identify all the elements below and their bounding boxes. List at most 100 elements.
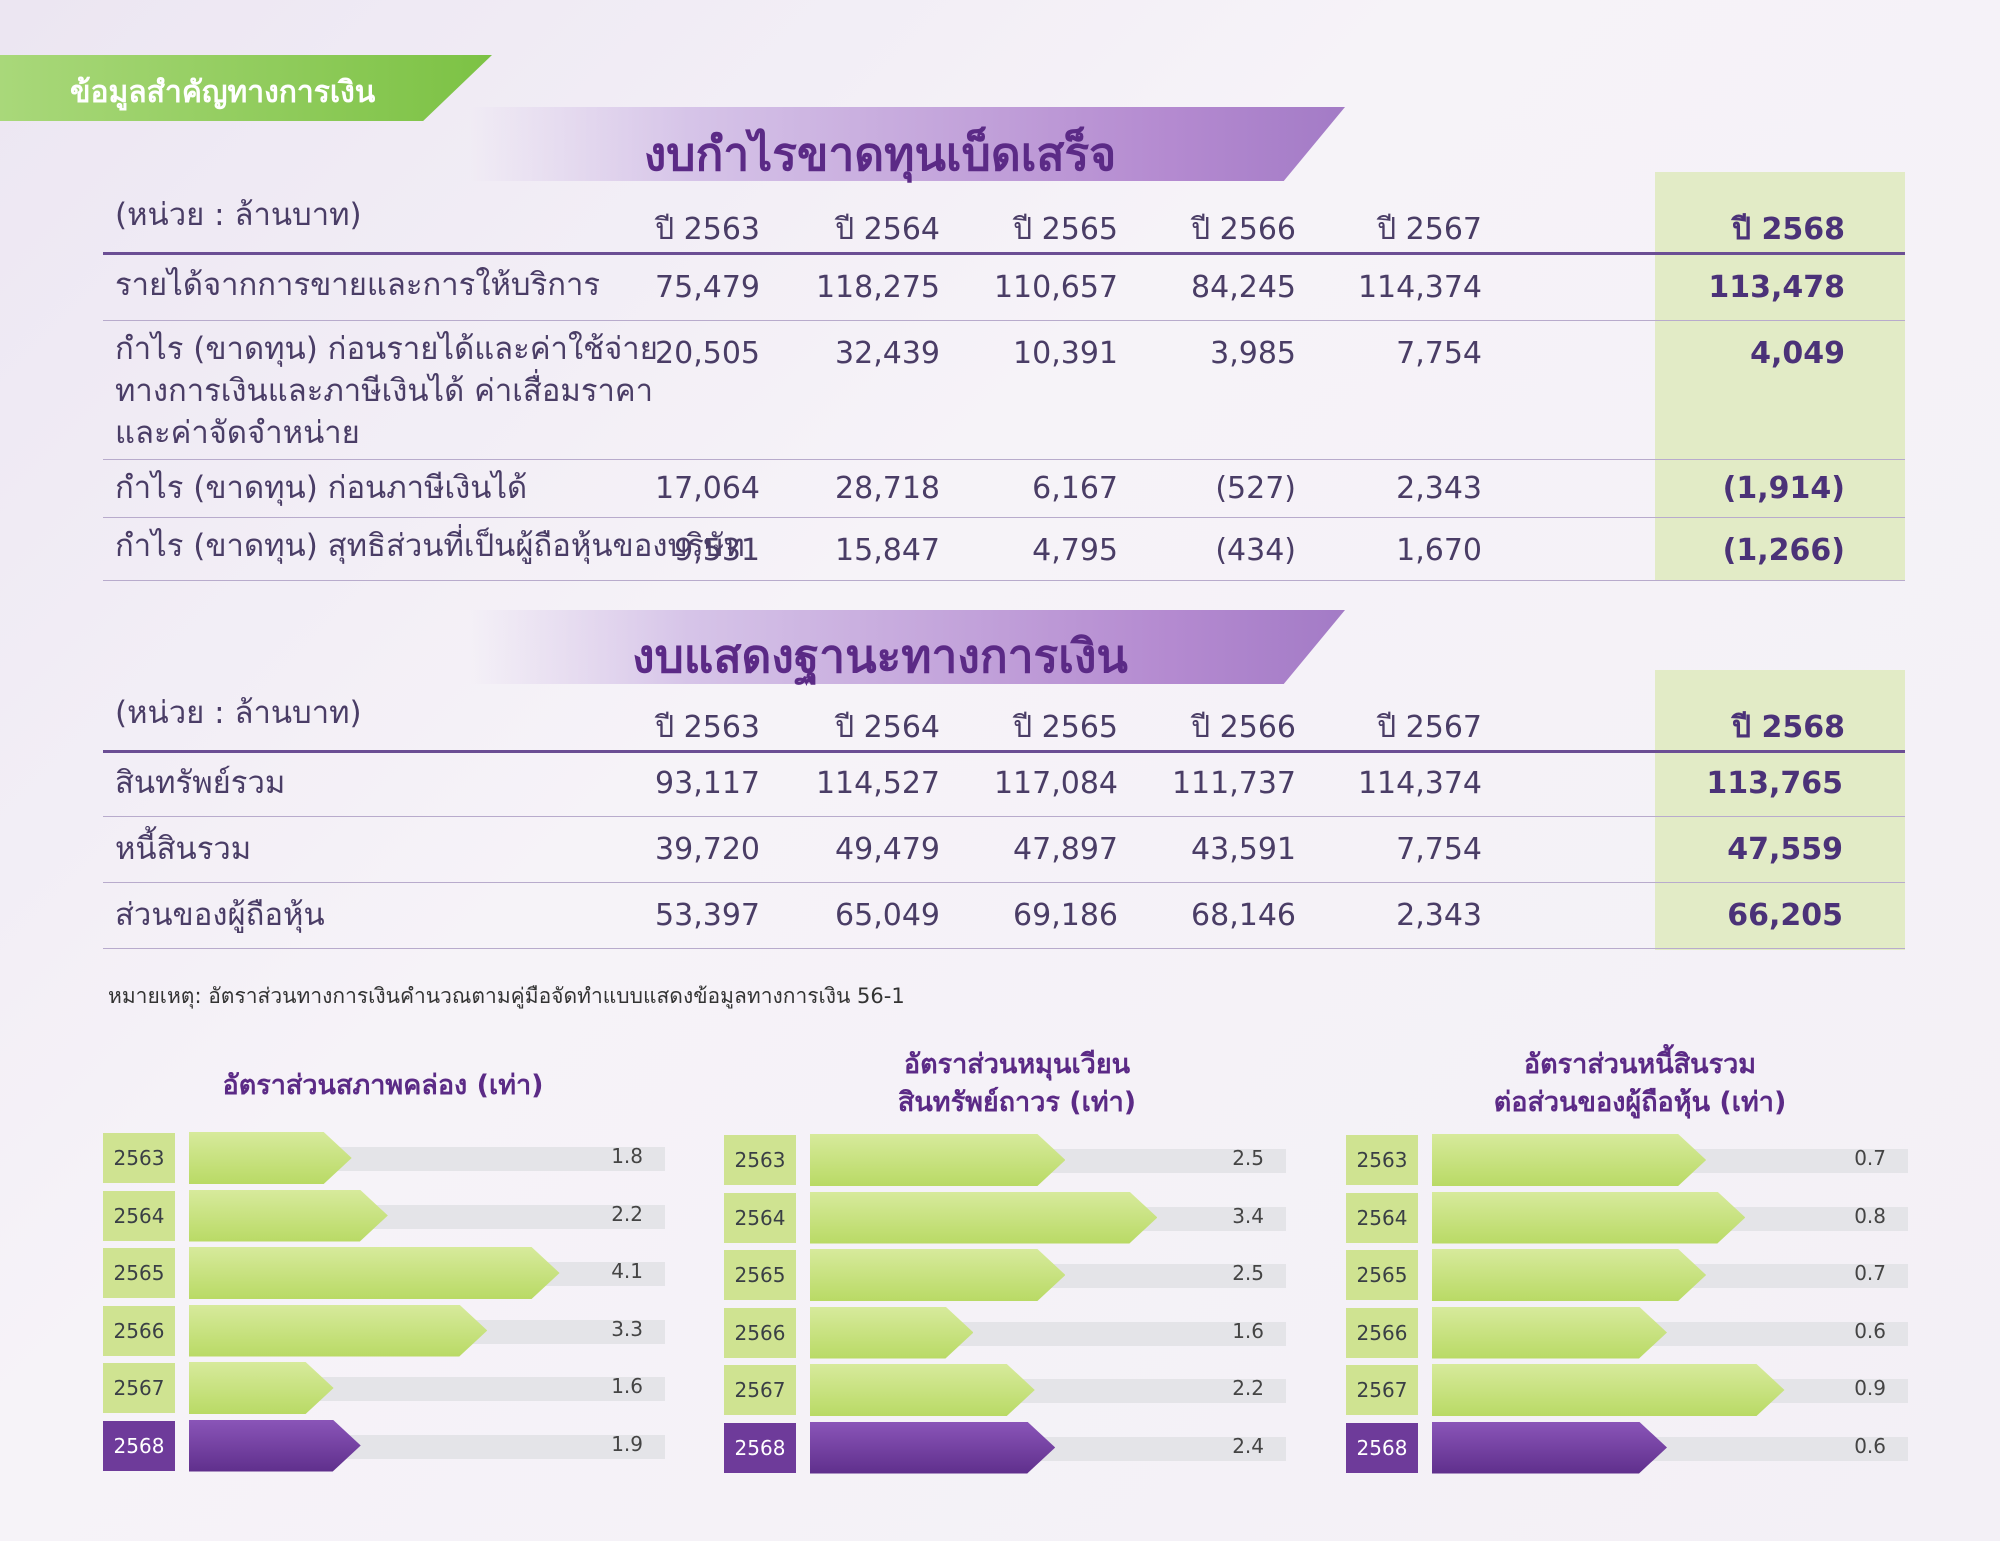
cell-value-current: 113,765 [1706, 766, 1843, 801]
chart-title-line: อัตราส่วนหมุนเวียน [903, 1049, 1131, 1080]
income-header-row: (หน่วย : ล้านบาท) ปี 2563 ปี 2564 ปี 256… [103, 172, 1905, 255]
bar [189, 1132, 352, 1184]
year-label: 2563 [103, 1133, 175, 1183]
cell-value: 1,670 [1396, 533, 1482, 568]
row-label: กำไร (ขาดทุน) ก่อนภาษีเงินได้ [115, 470, 528, 506]
cell-value: 32,439 [835, 336, 940, 371]
year-label: 2566 [724, 1307, 796, 1358]
cell-value: 3,985 [1210, 336, 1296, 371]
cell-value: 93,117 [655, 766, 760, 801]
year-label: 2567 [1346, 1365, 1418, 1415]
table-row: สินทรัพย์รวม 93,117 114,527 117,084 111,… [103, 752, 1905, 817]
year-header: ปี 2563 [655, 710, 760, 745]
bar [1432, 1307, 1667, 1359]
footnote: หมายเหตุ: อัตราส่วนทางการเงินคำนวณตามคู่… [108, 984, 905, 1008]
cell-value: 47,897 [1013, 832, 1118, 867]
highlight-column [1655, 172, 1905, 580]
row-label: รายได้จากการขายและการให้บริการ [115, 267, 601, 303]
data-label: 2.2 [611, 1201, 643, 1226]
balance-header-row: (หน่วย : ล้านบาท) ปี 2563 ปี 2564 ปี 256… [103, 670, 1905, 753]
year-label: 2568 [724, 1422, 796, 1473]
cell-value: 49,479 [835, 832, 940, 867]
cell-value-current: 47,559 [1727, 832, 1843, 867]
data-label: 1.6 [611, 1374, 643, 1398]
row-label-line3: และค่าจัดจำหน่าย [115, 415, 360, 451]
year-label: 2566 [103, 1305, 175, 1356]
year-label: 2567 [724, 1365, 796, 1415]
year-label: 2564 [103, 1190, 175, 1241]
cell-value: 75,479 [655, 270, 760, 305]
table-row: กำไร (ขาดทุน) สุทธิส่วนที่เป็นผู้ถือหุ้น… [103, 519, 1905, 581]
cell-value: 114,374 [1357, 766, 1482, 801]
highlight-column [1655, 670, 1905, 950]
unit-label: (หน่วย : ล้านบาท) [115, 197, 362, 233]
bar [1432, 1249, 1706, 1301]
year-header: ปี 2565 [1013, 212, 1118, 247]
bar [810, 1307, 973, 1359]
year-header: ปี 2564 [835, 710, 940, 745]
cell-value: 28,718 [835, 471, 940, 506]
cell-value: 2,343 [1396, 471, 1482, 506]
bar [810, 1192, 1157, 1244]
cell-value-current: 66,205 [1727, 898, 1843, 933]
cell-value: 43,591 [1191, 832, 1296, 867]
chart-title-line: อัตราส่วนหนี้สินรวม [1523, 1049, 1757, 1080]
bar [189, 1247, 560, 1299]
bar [1432, 1422, 1667, 1474]
chart-title-line2: ต่อส่วนของผู้ถือหุ้น (เท่า) [1493, 1087, 1787, 1118]
bar [1432, 1364, 1785, 1416]
year-label: 2566 [1346, 1307, 1418, 1358]
table-row: รายได้จากการขายและการให้บริการ 75,479 11… [103, 254, 1905, 321]
section-tab: ข้อมูลสำคัญทางการเงิน [0, 55, 492, 121]
bar [189, 1362, 334, 1414]
section-tab-label: ข้อมูลสำคัญทางการเงิน [70, 75, 376, 110]
chart-title: อัตราส่วนหมุนเวียน สินทรัพย์ถาวร (เท่า) [722, 1046, 1312, 1122]
cell-value-current: 113,478 [1708, 270, 1845, 305]
cell-value: 9,531 [674, 533, 760, 568]
year-header-current: ปี 2568 [1732, 212, 1845, 247]
bar-chart-fixed-asset-turnover: 2563 2.5 2564 3.4 2565 2.5 2566 1.6 2567 2.2 2568 2… [724, 1135, 1286, 1480]
bar [189, 1420, 361, 1472]
cell-value-current: 4,049 [1750, 336, 1845, 371]
data-label: 0.9 [1854, 1376, 1886, 1400]
table-row: กำไร (ขาดทุน) ก่อนรายได้และค่าใช้จ่าย ทา… [103, 322, 1905, 460]
cell-value: 114,527 [815, 766, 940, 801]
year-label: 2568 [1346, 1422, 1418, 1473]
bar [810, 1134, 1065, 1186]
data-label: 0.6 [1854, 1433, 1886, 1458]
cell-value: 117,084 [993, 766, 1118, 801]
cell-value-current: (1,914) [1722, 471, 1845, 506]
cell-value: 17,064 [655, 471, 760, 506]
year-label: 2563 [724, 1135, 796, 1185]
data-label: 4.1 [611, 1259, 643, 1283]
chart-title: อัตราส่วนหนี้สินรวม ต่อส่วนของผู้ถือหุ้น… [1345, 1046, 1935, 1122]
data-label: 0.8 [1854, 1203, 1886, 1228]
table-row: หนี้สินรวม 39,720 49,479 47,897 43,591 7… [103, 818, 1905, 883]
income-title: งบกำไรขาดทุนเบ็ดเสร็จ [643, 127, 1117, 181]
data-label: 2.5 [1232, 1146, 1264, 1170]
cell-value: 118,275 [815, 270, 940, 305]
table-row: กำไร (ขาดทุน) ก่อนภาษีเงินได้ 17,064 28,… [103, 461, 1905, 518]
cell-value: 111,737 [1171, 766, 1296, 801]
data-label: 2.5 [1232, 1261, 1264, 1285]
year-header: ปี 2564 [835, 212, 940, 247]
data-label: 0.7 [1854, 1261, 1886, 1285]
cell-value: (527) [1215, 471, 1296, 506]
data-label: 1.6 [1232, 1318, 1264, 1343]
year-label: 2565 [103, 1248, 175, 1298]
year-header-current: ปี 2568 [1732, 710, 1845, 745]
data-label: 3.4 [1232, 1203, 1264, 1228]
year-label: 2567 [103, 1363, 175, 1413]
cell-value: 114,374 [1357, 270, 1482, 305]
bar [810, 1364, 1035, 1416]
cell-value: 39,720 [655, 832, 760, 867]
bar [189, 1305, 487, 1357]
cell-value: 15,847 [835, 533, 940, 568]
year-header: ปี 2567 [1377, 710, 1482, 745]
table-row: ส่วนของผู้ถือหุ้น 53,397 65,049 69,186 6… [103, 884, 1905, 949]
bar [810, 1422, 1055, 1474]
bar [189, 1190, 388, 1242]
data-label: 0.6 [1854, 1318, 1886, 1343]
year-header: ปี 2567 [1377, 212, 1482, 247]
chart-title-line2: สินทรัพย์ถาวร (เท่า) [897, 1087, 1137, 1118]
